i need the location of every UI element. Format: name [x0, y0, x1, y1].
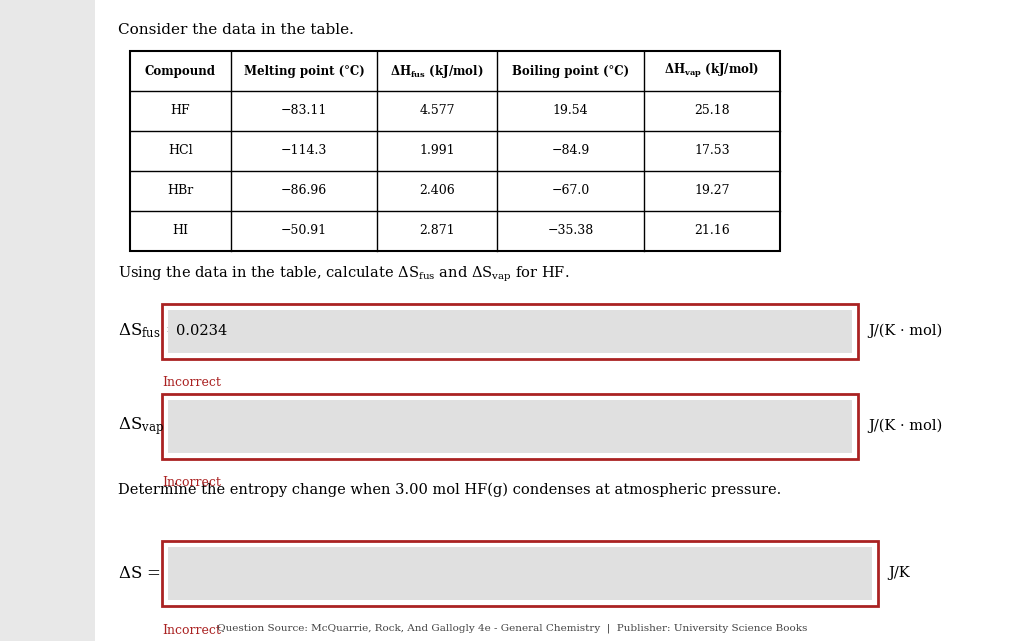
Bar [168, 399, 852, 453]
Text: −83.11: −83.11 [281, 104, 327, 117]
Bar [162, 394, 858, 458]
Text: 2.406: 2.406 [419, 185, 455, 197]
Bar [162, 540, 878, 606]
Bar [130, 51, 780, 251]
Text: 21.16: 21.16 [694, 224, 730, 238]
Text: HF: HF [171, 104, 190, 117]
Text: 19.27: 19.27 [694, 185, 729, 197]
Text: 0.0234: 0.0234 [176, 324, 227, 338]
Text: Incorrect: Incorrect [162, 624, 221, 637]
Text: J/(K · mol): J/(K · mol) [868, 324, 942, 338]
Text: −50.91: −50.91 [281, 224, 327, 238]
Text: 1.991: 1.991 [419, 144, 455, 158]
Text: −86.96: −86.96 [281, 185, 327, 197]
Text: −35.38: −35.38 [547, 224, 594, 238]
Text: HBr: HBr [167, 185, 194, 197]
Bar [168, 547, 872, 599]
Text: 17.53: 17.53 [694, 144, 729, 158]
Text: $\mathregular{\Delta H_{fus}}$ (kJ/mol): $\mathregular{\Delta H_{fus}}$ (kJ/mol) [390, 63, 484, 79]
Text: Incorrect: Incorrect [162, 376, 221, 390]
Text: −84.9: −84.9 [551, 144, 590, 158]
Text: Boiling point (°C): Boiling point (°C) [512, 65, 629, 78]
Text: 2.871: 2.871 [419, 224, 455, 238]
Text: HI: HI [172, 224, 188, 238]
Bar [162, 303, 858, 358]
Text: HCl: HCl [168, 144, 193, 158]
Text: 4.577: 4.577 [420, 104, 455, 117]
Text: Question Source: McQuarrie, Rock, And Gallogly 4e - General Chemistry  |  Publis: Question Source: McQuarrie, Rock, And Ga… [217, 624, 807, 633]
Text: $\mathregular{\Delta S_{vap}}$ =: $\mathregular{\Delta S_{vap}}$ = [118, 415, 182, 437]
Text: Melting point (°C): Melting point (°C) [244, 65, 365, 78]
Text: 25.18: 25.18 [694, 104, 729, 117]
Text: $\mathregular{\Delta S}$ =: $\mathregular{\Delta S}$ = [118, 565, 161, 581]
Text: J/K: J/K [888, 566, 909, 580]
Text: −67.0: −67.0 [551, 185, 590, 197]
Text: Determine the entropy change when 3.00 mol HF(g) condenses at atmospheric pressu: Determine the entropy change when 3.00 m… [118, 483, 781, 497]
Text: Using the data in the table, calculate $\mathregular{\Delta S_{fus}}$ and $\math: Using the data in the table, calculate $… [118, 265, 569, 285]
Text: J/(K · mol): J/(K · mol) [868, 419, 942, 433]
Text: 19.54: 19.54 [553, 104, 588, 117]
Bar [168, 310, 852, 353]
Text: $\mathregular{\Delta S_{fus}}$ =: $\mathregular{\Delta S_{fus}}$ = [118, 322, 179, 340]
Text: Compound: Compound [144, 65, 216, 78]
Text: $\mathregular{\Delta H_{vap}}$ (kJ/mol): $\mathregular{\Delta H_{vap}}$ (kJ/mol) [665, 62, 760, 80]
Text: Incorrect: Incorrect [162, 476, 221, 490]
Text: −114.3: −114.3 [281, 144, 327, 158]
Text: Consider the data in the table.: Consider the data in the table. [118, 23, 354, 37]
